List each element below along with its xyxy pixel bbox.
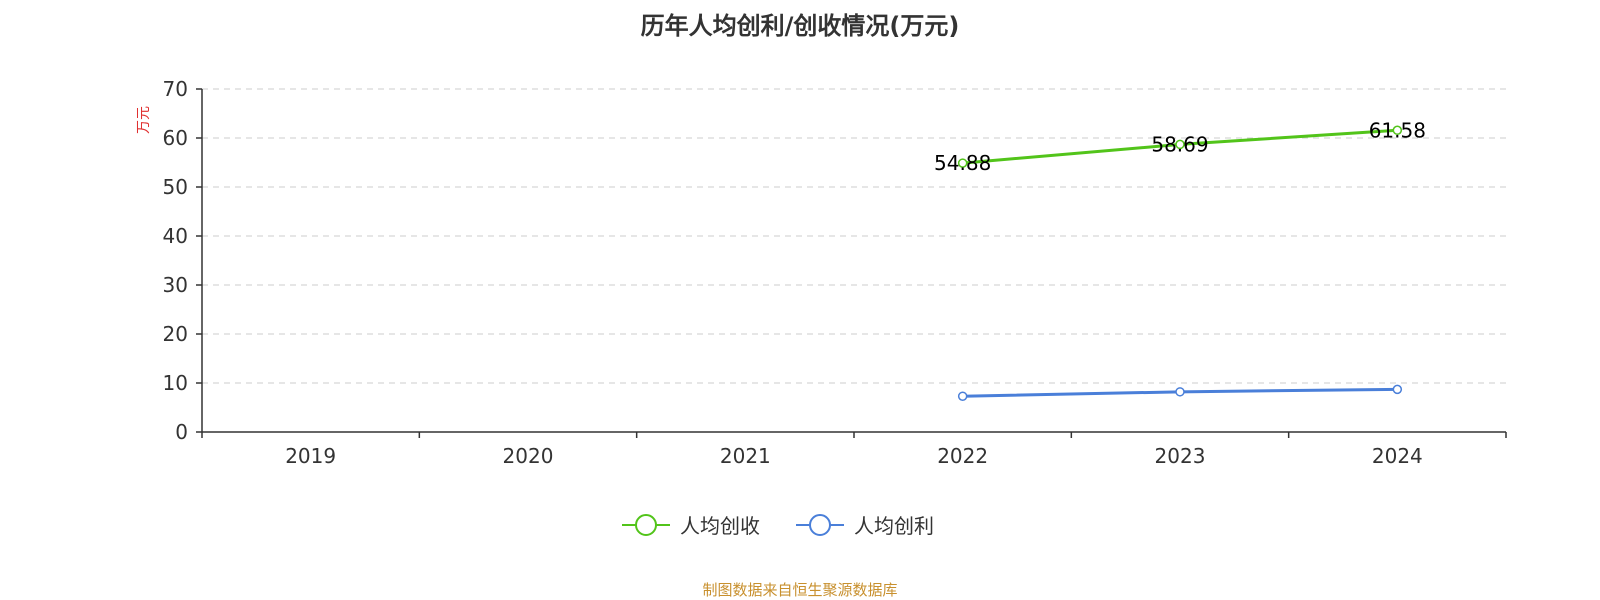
- legend[interactable]: 人均创收 人均创利: [622, 514, 934, 538]
- y-tick-label: 50: [163, 175, 188, 199]
- data-point[interactable]: [957, 158, 968, 168]
- data-point[interactable]: [957, 391, 968, 401]
- y-tick-label: 60: [163, 126, 188, 150]
- data-point[interactable]: [1175, 139, 1185, 150]
- data-point[interactable]: [1175, 387, 1185, 397]
- series-lines: [957, 125, 1403, 401]
- data-labels: 54.88 58.69 61.58: [934, 118, 1426, 175]
- legend-marker-icon: [809, 514, 831, 536]
- x-axis: 2019 2020 2021 2022 2023 2024: [201, 431, 1507, 468]
- y-tick-label: 0: [175, 420, 188, 444]
- data-label: 54.88: [934, 151, 991, 175]
- y-axis-unit-label: 万元: [136, 106, 152, 134]
- data-label: 61.58: [1369, 118, 1426, 142]
- y-tick-label: 10: [163, 371, 188, 395]
- x-tick-label: 2024: [1372, 444, 1423, 468]
- data-point[interactable]: [1392, 384, 1403, 395]
- grid-lines: [202, 88, 1506, 384]
- y-axis: 0 10 20 30 40 50 60 70: [163, 77, 203, 444]
- y-tick-label: 40: [163, 224, 188, 248]
- legend-item[interactable]: 人均创利: [796, 514, 934, 538]
- data-label: 58.69: [1151, 132, 1208, 156]
- x-tick-label: 2021: [720, 444, 771, 468]
- y-tick-label: 70: [163, 77, 188, 101]
- x-tick-label: 2019: [285, 444, 336, 468]
- data-source-note: 制图数据来自恒生聚源数据库: [702, 581, 898, 599]
- chart-title: 历年人均创利/创收情况(万元): [640, 12, 960, 40]
- x-tick-label: 2023: [1155, 444, 1206, 468]
- y-tick-label: 20: [163, 322, 188, 346]
- x-tick-label: 2022: [937, 444, 988, 468]
- data-point[interactable]: [1392, 125, 1403, 136]
- y-tick-label: 30: [163, 273, 188, 297]
- legend-item[interactable]: 人均创收: [622, 514, 760, 538]
- x-tick-label: 2020: [503, 444, 554, 468]
- legend-marker-icon: [635, 514, 657, 536]
- legend-label: 人均创利: [854, 514, 934, 538]
- legend-label: 人均创收: [680, 514, 760, 538]
